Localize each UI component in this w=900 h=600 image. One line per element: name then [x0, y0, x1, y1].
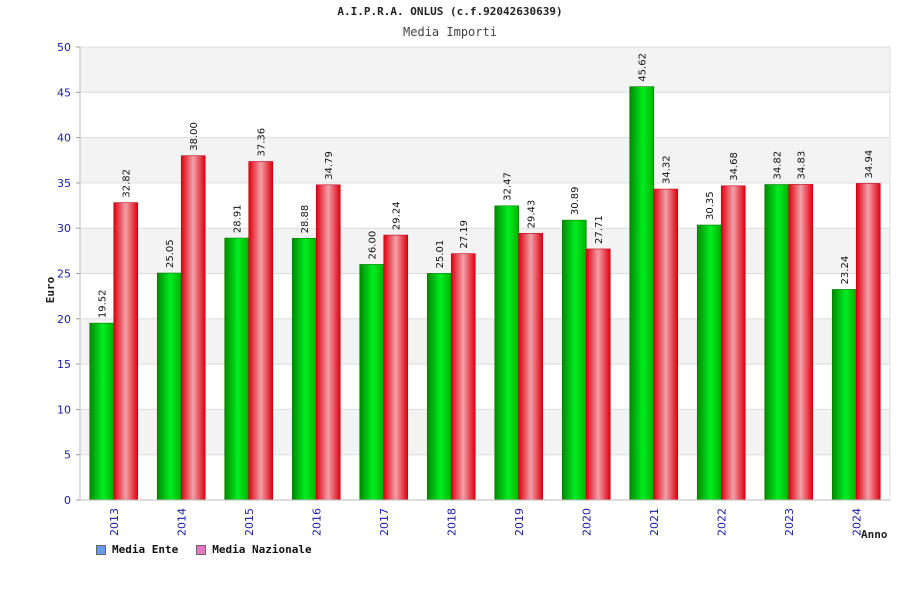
legend-label-media-nazionale: Media Nazionale: [212, 543, 312, 556]
plot-band: [80, 273, 890, 319]
y-tick-label: 30: [57, 222, 71, 235]
chart-title: A.I.P.R.A. ONLUS (c.f.92042630639): [337, 5, 563, 18]
data-label: 30.35: [705, 191, 716, 220]
x-tick-label: 2013: [108, 508, 121, 536]
y-tick-label: 15: [57, 358, 71, 371]
bar-media-nazionale-2022: [720, 185, 746, 501]
plot-band: [80, 364, 890, 410]
y-tick-label: 20: [57, 313, 71, 326]
y-tick-label: 5: [64, 449, 71, 462]
data-label: 27.19: [459, 220, 470, 249]
x-axis-label: Anno: [861, 528, 888, 541]
data-label: 29.43: [527, 200, 538, 229]
bar-media-nazionale-2021: [653, 188, 679, 501]
x-tick-label: 2020: [580, 508, 593, 536]
y-tick-label: 0: [64, 494, 71, 507]
bar-media-nazionale-2020: [585, 248, 611, 501]
bar-media-ente-2018: [426, 273, 452, 501]
data-label: 34.79: [324, 151, 335, 180]
bar-media-ente-2019: [494, 205, 520, 501]
bar-media-nazionale-2019: [518, 233, 544, 501]
bar-media-ente-2023: [764, 184, 790, 501]
data-label: 32.82: [122, 169, 133, 198]
legend-swatch-media-ente: [96, 544, 106, 555]
legend-item-media-ente: Media Ente: [96, 543, 178, 556]
x-tick-label: 2016: [310, 508, 323, 536]
y-axis-label: Euro: [44, 276, 57, 303]
plot-band: [80, 137, 890, 183]
y-tick-label: 25: [57, 268, 71, 281]
data-label: 34.82: [773, 151, 784, 180]
data-label: 19.52: [98, 290, 109, 319]
y-tick-label: 40: [57, 132, 71, 145]
legend: Media Ente Media Nazionale: [96, 543, 312, 556]
bar-media-nazionale-2018: [450, 253, 476, 501]
x-tick-label: 2021: [648, 508, 661, 536]
data-label: 45.62: [638, 53, 649, 82]
bar-media-ente-2024: [831, 289, 857, 501]
bar-media-ente-2022: [696, 224, 722, 501]
x-tick-label: 2018: [445, 508, 458, 536]
bar-media-ente-2017: [359, 264, 385, 501]
bar-media-nazionale-2016: [315, 184, 341, 501]
bar-media-nazionale-2023: [788, 184, 814, 501]
data-label: 27.71: [594, 215, 605, 244]
data-label: 25.01: [435, 240, 446, 269]
bar-media-ente-2014: [156, 272, 182, 501]
chart-subtitle: Media Importi: [403, 25, 497, 39]
bar-media-ente-2013: [89, 322, 115, 501]
x-tick-label: 2023: [783, 508, 796, 536]
data-label: 26.00: [368, 231, 379, 260]
plot-band: [80, 318, 890, 365]
x-tick-label: 2017: [378, 508, 391, 536]
legend-label-media-ente: Media Ente: [112, 543, 179, 556]
plot-band: [80, 47, 890, 93]
bar-media-nazionale-2015: [248, 161, 274, 501]
bar-media-nazionale-2024: [855, 183, 881, 501]
legend-swatch-media-nazionale: [196, 544, 207, 555]
bar-media-nazionale-2013: [113, 202, 139, 501]
bar-media-ente-2020: [561, 219, 587, 501]
x-tick-label: 2022: [715, 508, 728, 536]
data-label: 30.89: [570, 186, 581, 215]
bar-media-nazionale-2014: [180, 155, 206, 501]
x-tick-label: 2019: [513, 508, 526, 536]
data-label: 34.68: [729, 152, 740, 181]
y-tick-label: 35: [57, 177, 71, 190]
data-label: 38.00: [189, 122, 200, 151]
data-label: 34.32: [662, 155, 673, 184]
bar-media-ente-2016: [291, 238, 317, 501]
bar-media-ente-2021: [629, 86, 655, 501]
data-label: 34.94: [864, 150, 875, 179]
plot-band: [80, 92, 890, 138]
x-tick-label: 2014: [175, 508, 188, 536]
plot-band: [80, 228, 890, 274]
bar-media-nazionale-2017: [383, 234, 409, 501]
data-label: 29.24: [392, 201, 403, 230]
y-tick-label: 50: [57, 41, 71, 54]
data-label: 37.36: [257, 128, 268, 157]
data-label: 23.24: [840, 256, 851, 285]
plot-band: [80, 182, 890, 229]
data-label: 25.05: [165, 239, 176, 268]
plot-band: [80, 409, 890, 455]
data-label: 34.83: [797, 151, 808, 180]
data-label: 28.88: [300, 205, 311, 234]
y-tick-label: 45: [57, 86, 71, 99]
bar-media-ente-2015: [224, 237, 250, 501]
legend-item-media-nazionale: Media Nazionale: [196, 543, 312, 556]
y-tick-label: 10: [57, 403, 71, 416]
x-tick-label: 2015: [243, 508, 256, 536]
x-tick-label: 2024: [850, 508, 863, 536]
data-label: 32.47: [503, 172, 514, 201]
plot-band: [80, 454, 890, 500]
data-label: 28.91: [233, 204, 244, 233]
